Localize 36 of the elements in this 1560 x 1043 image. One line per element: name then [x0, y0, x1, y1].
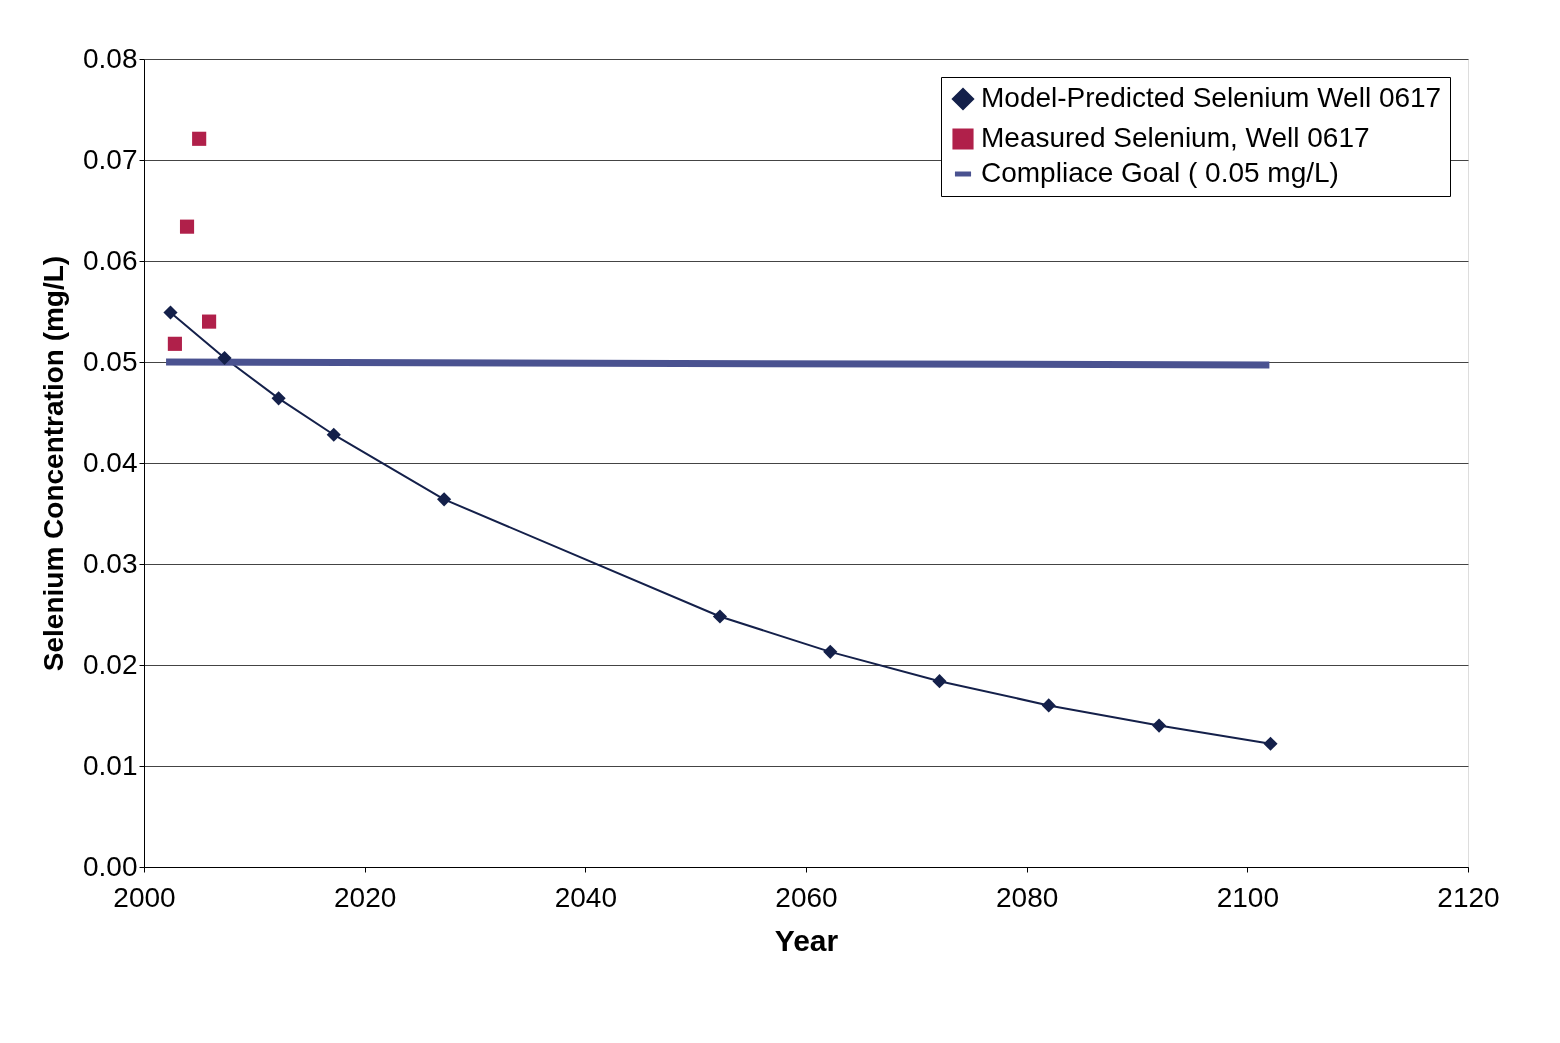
x-tick-label: 2100: [1216, 881, 1279, 913]
x-tick-label: 2120: [1437, 881, 1500, 913]
y-tick-label: 0.06: [83, 244, 138, 276]
point: [1263, 736, 1278, 751]
y-tick-label: 0.08: [83, 42, 138, 74]
x-tick-label: 2080: [996, 881, 1059, 913]
x-tick-label: 2020: [334, 881, 397, 913]
point: [271, 391, 286, 406]
point: [932, 674, 947, 689]
point: [823, 644, 838, 659]
point: [326, 427, 341, 442]
point: [202, 314, 217, 329]
point: [192, 131, 207, 146]
y-tick-label: 0.02: [83, 648, 138, 680]
y-tick-label: 0.05: [83, 345, 138, 377]
y-tick-label: 0.04: [83, 446, 138, 478]
point: [1041, 698, 1056, 713]
point: [437, 492, 452, 507]
y-axis-title: Selenium Concentration (mg/L): [38, 255, 69, 672]
legend-label: Measured Selenium, Well 0617: [981, 122, 1370, 153]
legend-label: Compliace Goal ( 0.05 mg/L): [981, 157, 1339, 188]
point: [179, 219, 195, 234]
point: [163, 305, 178, 320]
y-tick-label: 0.01: [83, 749, 138, 781]
point: [217, 350, 232, 366]
y-tick-label: 0.00: [83, 850, 138, 882]
y-tick-label: 0.07: [83, 143, 138, 175]
point: [712, 609, 728, 624]
x-tick-label: 2060: [775, 881, 838, 913]
legend-label: Model-Predicted Selenium Well 0617: [981, 82, 1442, 113]
x-axis-title: Year: [774, 923, 839, 957]
x-tick-label: 2040: [554, 881, 617, 913]
y-tick-label: 0.03: [83, 547, 138, 579]
x-tick-label: 2000: [113, 881, 176, 913]
point: [1152, 718, 1167, 733]
point: [167, 336, 182, 351]
